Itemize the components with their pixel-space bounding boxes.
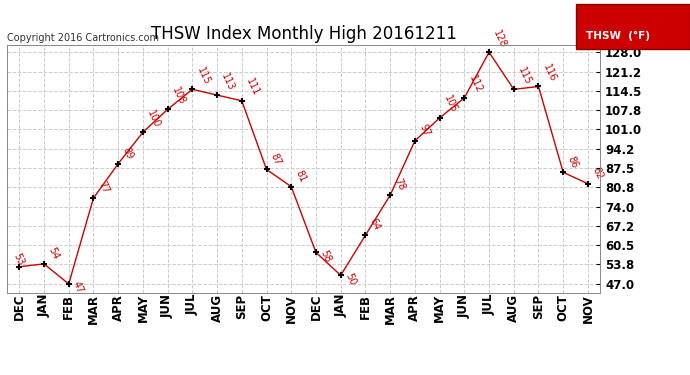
Title: THSW Index Monthly High 20161211: THSW Index Monthly High 20161211	[150, 26, 457, 44]
Text: 115: 115	[516, 66, 533, 87]
Text: 47: 47	[71, 280, 86, 296]
Text: 89: 89	[121, 146, 135, 161]
Text: 78: 78	[393, 177, 407, 192]
Text: 81: 81	[294, 168, 308, 184]
Text: 105: 105	[442, 94, 459, 115]
Text: 128: 128	[491, 28, 509, 49]
Text: 97: 97	[417, 123, 432, 138]
Text: 53: 53	[12, 251, 26, 267]
Text: 115: 115	[195, 66, 212, 87]
Text: 58: 58	[318, 249, 333, 264]
Text: 86: 86	[566, 154, 580, 170]
Text: 50: 50	[343, 272, 357, 287]
Text: 100: 100	[146, 108, 162, 129]
Text: 54: 54	[46, 246, 61, 261]
Text: 112: 112	[466, 74, 484, 95]
Text: 64: 64	[368, 217, 382, 232]
Text: 108: 108	[170, 86, 187, 106]
Text: 87: 87	[269, 151, 284, 166]
Text: Copyright 2016 Cartronics.com: Copyright 2016 Cartronics.com	[7, 33, 159, 42]
Text: 113: 113	[219, 71, 237, 92]
Text: THSW  (°F): THSW (°F)	[586, 31, 651, 40]
Text: 111: 111	[244, 77, 261, 98]
Text: 77: 77	[96, 180, 110, 195]
Text: 116: 116	[541, 63, 558, 84]
Text: 82: 82	[591, 165, 604, 181]
